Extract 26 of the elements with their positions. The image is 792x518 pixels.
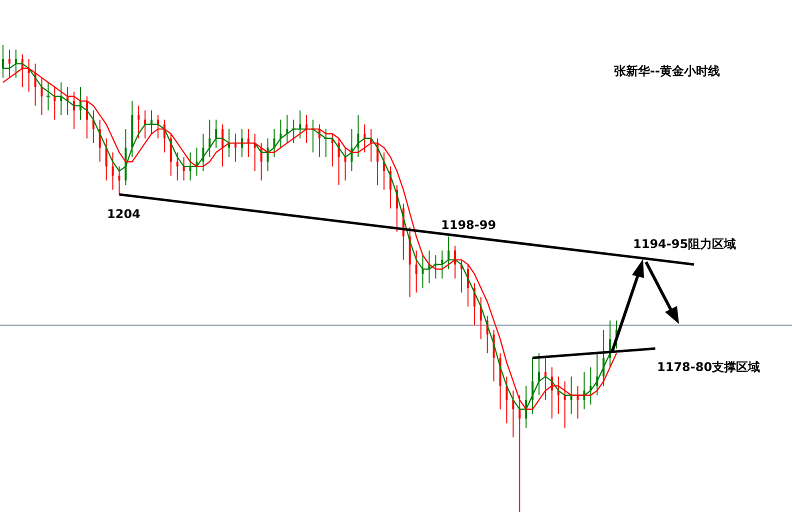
annotation: 1194-95阻力区域 — [633, 237, 736, 251]
candlestick — [266, 138, 269, 172]
candlestick — [105, 138, 108, 181]
candlestick — [415, 250, 418, 294]
candlestick — [150, 110, 153, 134]
candlestick — [280, 119, 282, 148]
candlestick — [344, 147, 346, 181]
candlestick — [138, 105, 140, 139]
candlestick — [222, 124, 224, 167]
candlestick — [512, 390, 514, 438]
candlestick — [448, 236, 450, 270]
candlestick — [215, 119, 218, 148]
annotation: 1204 — [107, 207, 140, 221]
candlestick — [544, 357, 546, 400]
candlestick — [144, 110, 146, 139]
candlestick — [506, 376, 508, 424]
annotation: 1198-99 — [441, 218, 496, 232]
candlestick — [176, 152, 178, 181]
candlestick — [112, 152, 114, 190]
candlestick — [538, 352, 540, 396]
candlestick — [364, 124, 366, 153]
text: 张新华--黄金小时线 — [614, 64, 720, 78]
candlestick — [40, 77, 43, 116]
annotation: 1178-80支撑区域 — [657, 360, 760, 374]
candlestick — [118, 166, 120, 195]
candlestick — [156, 114, 159, 139]
